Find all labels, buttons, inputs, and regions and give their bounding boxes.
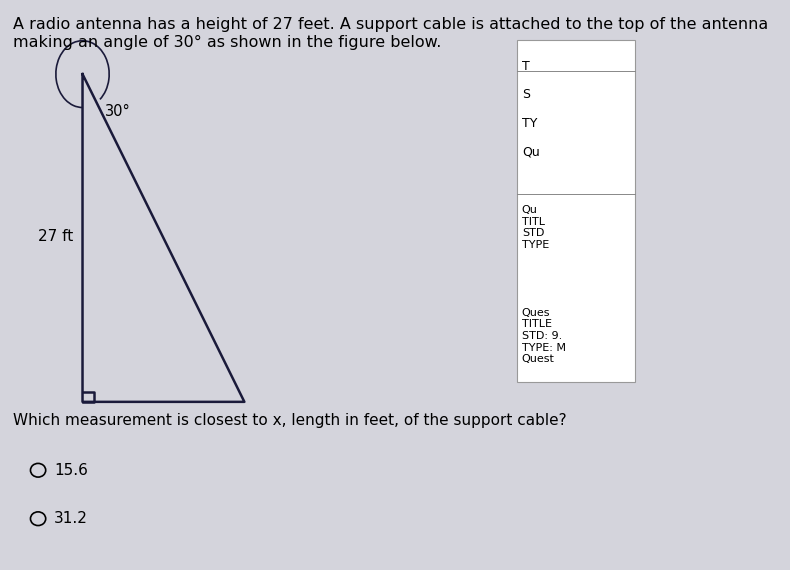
Text: Which measurement is closest to x, length in feet, of the support cable?: Which measurement is closest to x, lengt… [13, 413, 566, 428]
Text: S: S [521, 88, 530, 101]
Text: 27 ft: 27 ft [38, 229, 73, 244]
Text: A radio antenna has a height of 27 feet. A support cable is attached to the top : A radio antenna has a height of 27 feet.… [13, 17, 768, 50]
Bar [517, 40, 634, 382]
Text: T: T [521, 60, 529, 73]
Text: 30°: 30° [105, 104, 130, 119]
Text: 31.2: 31.2 [54, 511, 88, 526]
Text: Qu: Qu [521, 145, 540, 158]
Text: TY: TY [521, 117, 537, 130]
Text: Qu
TITL
STD
TYPE: Qu TITL STD TYPE [521, 205, 549, 250]
Text: 15.6: 15.6 [54, 463, 88, 478]
Text: Ques
TITLE
STD: 9.
TYPE: M
Quest: Ques TITLE STD: 9. TYPE: M Quest [521, 308, 566, 364]
